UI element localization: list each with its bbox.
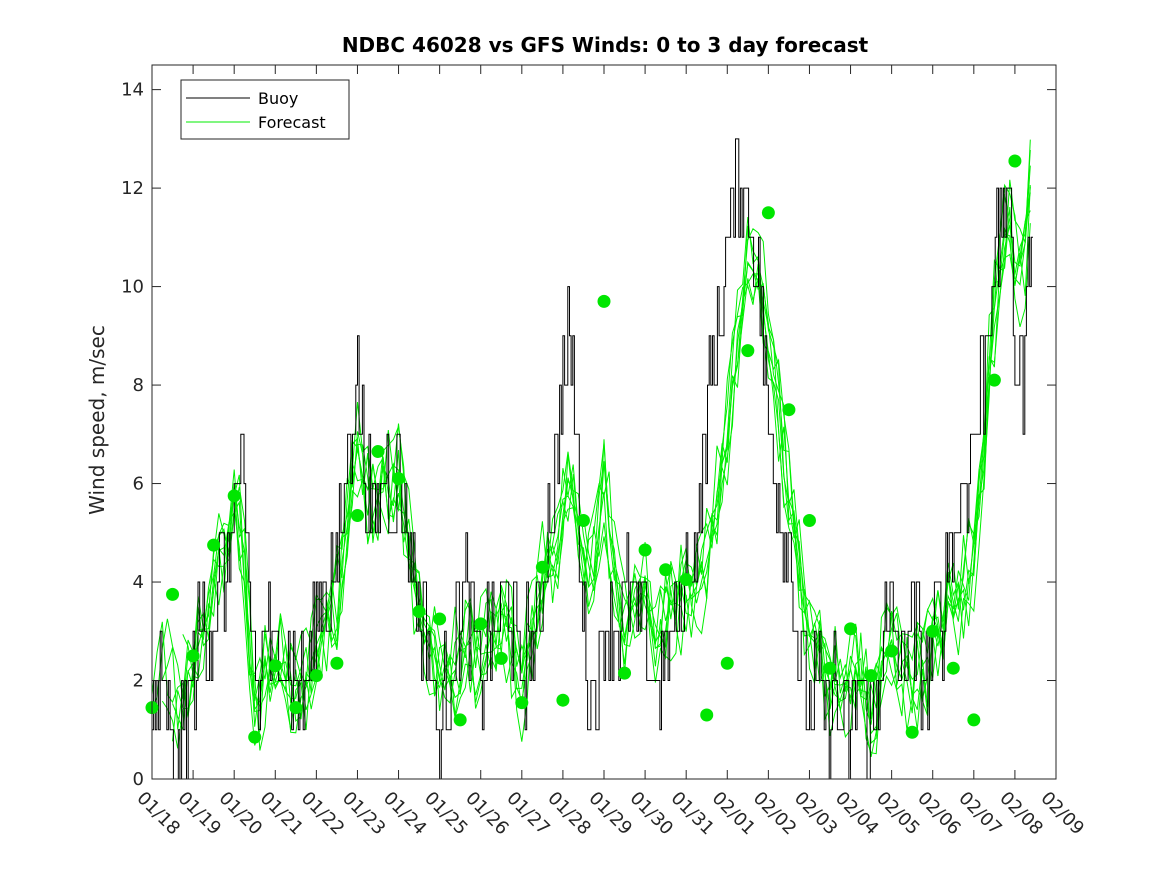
forecast-marker bbox=[289, 701, 303, 715]
forecast-marker bbox=[700, 708, 714, 722]
buoy-series bbox=[152, 138, 1033, 779]
legend-entry-buoy: Buoy bbox=[258, 89, 298, 108]
x-tick-label: 01/19 bbox=[174, 788, 226, 840]
y-tick-label: 4 bbox=[133, 572, 144, 593]
forecast-marker bbox=[576, 513, 590, 527]
forecast-marker bbox=[248, 730, 262, 744]
legend-entry-forecast: Forecast bbox=[258, 113, 326, 132]
forecast-marker bbox=[638, 543, 652, 557]
forecast-marker bbox=[350, 509, 364, 523]
y-tick-label: 10 bbox=[121, 277, 144, 298]
forecast-marker bbox=[412, 605, 426, 619]
forecast-line-8 bbox=[182, 165, 1031, 745]
x-tick-label: 01/20 bbox=[215, 788, 267, 840]
forecast-marker bbox=[309, 669, 323, 683]
forecast-marker bbox=[453, 713, 467, 727]
forecast-marker bbox=[535, 560, 549, 574]
x-tick-label: 02/08 bbox=[995, 788, 1047, 840]
x-tick-label: 01/31 bbox=[667, 788, 719, 840]
x-tick-label: 01/22 bbox=[297, 788, 349, 840]
x-tick-label: 01/21 bbox=[256, 788, 308, 840]
forecast-marker bbox=[597, 294, 611, 308]
y-tick-label: 0 bbox=[133, 769, 144, 790]
legend: Buoy Forecast bbox=[180, 79, 350, 140]
x-tick-label: 01/24 bbox=[379, 788, 431, 840]
x-tick-label: 02/01 bbox=[708, 788, 760, 840]
forecast-marker bbox=[268, 659, 282, 673]
forecast-marker bbox=[720, 656, 734, 670]
forecast-marker bbox=[844, 622, 858, 636]
x-tick-label: 01/26 bbox=[461, 788, 513, 840]
forecast-marker bbox=[330, 656, 344, 670]
forecast-marker bbox=[741, 344, 755, 358]
forecast-marker bbox=[802, 513, 816, 527]
legend-box bbox=[180, 79, 350, 140]
forecast-marker bbox=[782, 403, 796, 417]
forecast-marker bbox=[207, 538, 221, 552]
y-tick-label: 14 bbox=[121, 80, 144, 101]
forecast-markers bbox=[145, 154, 1022, 744]
forecast-marker bbox=[926, 624, 940, 638]
x-tick-label: 01/23 bbox=[338, 788, 390, 840]
x-tick-label: 02/02 bbox=[749, 788, 801, 840]
x-tick-label: 02/04 bbox=[831, 788, 883, 840]
forecast-marker bbox=[987, 373, 1001, 387]
buoy-line bbox=[152, 138, 1033, 779]
forecast-marker bbox=[392, 472, 406, 486]
x-tick-label: 02/06 bbox=[913, 788, 965, 840]
forecast-marker bbox=[761, 206, 775, 220]
forecast-marker bbox=[371, 445, 385, 459]
forecast-marker bbox=[905, 725, 919, 739]
forecast-marker bbox=[556, 693, 570, 707]
x-tick-label: 02/07 bbox=[954, 788, 1006, 840]
y-tick-label: 12 bbox=[121, 178, 144, 199]
forecast-marker bbox=[227, 489, 241, 503]
forecast-marker bbox=[433, 612, 447, 626]
forecast-marker bbox=[166, 587, 180, 601]
x-tick-label: 01/29 bbox=[584, 788, 636, 840]
forecast-marker bbox=[823, 661, 837, 675]
x-tick-label: 01/18 bbox=[132, 788, 184, 840]
forecast-marker bbox=[659, 563, 673, 577]
x-tick-label: 01/30 bbox=[626, 788, 678, 840]
forecast-marker bbox=[515, 696, 529, 710]
chart-title: NDBC 46028 vs GFS Winds: 0 to 3 day fore… bbox=[342, 33, 869, 57]
x-tick-label: 02/05 bbox=[872, 788, 924, 840]
x-tick-label: 02/09 bbox=[1036, 788, 1088, 840]
y-tick-label: 2 bbox=[133, 671, 144, 692]
forecast-marker bbox=[1008, 154, 1022, 168]
x-tick-label: 01/27 bbox=[502, 788, 554, 840]
forecast-marker bbox=[885, 644, 899, 658]
y-tick-label: 6 bbox=[133, 474, 144, 495]
x-axis: 01/1801/1901/2001/2101/2201/2301/2401/25… bbox=[132, 65, 1088, 839]
y-tick-label: 8 bbox=[133, 375, 144, 396]
forecast-marker bbox=[618, 666, 632, 680]
x-tick-label: 01/28 bbox=[543, 788, 595, 840]
forecast-line-6 bbox=[161, 223, 1031, 751]
forecast-line-7 bbox=[172, 149, 1031, 736]
forecast-marker bbox=[474, 617, 488, 631]
forecast-marker bbox=[186, 649, 200, 663]
y-axis-label: Wind speed, m/sec bbox=[85, 325, 109, 515]
forecast-marker bbox=[967, 713, 981, 727]
y-axis: 0 2 4 6 8 10 12 14 bbox=[121, 80, 1056, 790]
forecast-marker bbox=[679, 573, 693, 587]
x-tick-label: 02/03 bbox=[790, 788, 842, 840]
forecast-marker bbox=[946, 661, 960, 675]
forecast-marker bbox=[864, 669, 878, 683]
x-tick-label: 01/25 bbox=[420, 788, 472, 840]
forecast-marker bbox=[494, 651, 508, 665]
